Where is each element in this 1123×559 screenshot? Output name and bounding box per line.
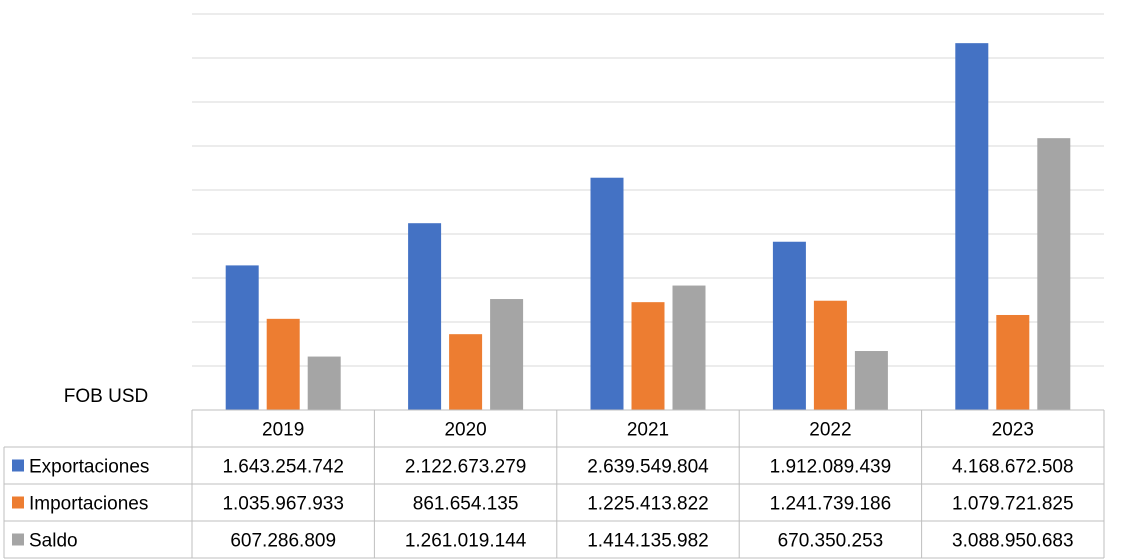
bar-exportaciones-2019 (225, 265, 259, 410)
unit-label: FOB USD (64, 386, 148, 407)
data-label: 861.654.135 (413, 494, 519, 515)
bar-saldo-2019 (307, 356, 341, 410)
data-label: 1.035.967.933 (222, 494, 344, 515)
data-table: 2019 2020 2021 2022 2023 Exportaciones 1.643.2… (3, 409, 1105, 559)
data-label: 1.912.089.439 (770, 457, 892, 478)
data-label: 670.350.253 (778, 531, 884, 552)
legend-key-importaciones (12, 496, 24, 509)
bar-exportaciones-2021 (590, 177, 624, 410)
category-label: 2019 (262, 420, 304, 441)
gridlines (192, 13, 1104, 367)
category-label: 2020 (444, 420, 486, 441)
bar-importaciones-2021 (631, 302, 665, 410)
legend-key-saldo (12, 533, 24, 546)
data-label: 3.088.950.683 (952, 531, 1074, 552)
legend-key-exportaciones (12, 459, 24, 472)
bar-importaciones-2023 (996, 314, 1030, 410)
legend-label-exportaciones: Exportaciones (29, 457, 149, 478)
bar-saldo-2021 (672, 285, 706, 410)
data-label: 607.286.809 (230, 531, 336, 552)
data-label: 1.414.135.982 (587, 531, 709, 552)
bar-saldo-2023 (1037, 138, 1071, 410)
data-label: 1.261.019.144 (405, 531, 527, 552)
data-label: 1.225.413.822 (587, 494, 709, 515)
bar-saldo-2020 (490, 299, 524, 410)
bar-importaciones-2020 (449, 334, 483, 410)
data-label: 1.643.254.742 (222, 457, 344, 478)
category-label: 2023 (992, 420, 1034, 441)
bar-exportaciones-2020 (408, 223, 442, 410)
bar-exportaciones-2023 (955, 43, 989, 410)
data-label: 2.639.549.804 (587, 457, 709, 478)
legend-label-saldo: Saldo (29, 531, 78, 552)
data-label: 4.168.672.508 (952, 457, 1074, 478)
bars (225, 43, 1071, 410)
category-label: 2022 (809, 420, 851, 441)
data-label: 1.079.721.825 (952, 494, 1074, 515)
bar-saldo-2022 (854, 351, 888, 410)
category-label: 2021 (627, 420, 669, 441)
data-label: 2.122.673.279 (405, 457, 527, 478)
bar-importaciones-2022 (813, 300, 847, 410)
bar-exportaciones-2022 (772, 241, 806, 410)
data-label: 1.241.739.186 (770, 494, 892, 515)
bar-importaciones-2019 (266, 318, 300, 410)
legend-label-importaciones: Importaciones (29, 494, 148, 515)
